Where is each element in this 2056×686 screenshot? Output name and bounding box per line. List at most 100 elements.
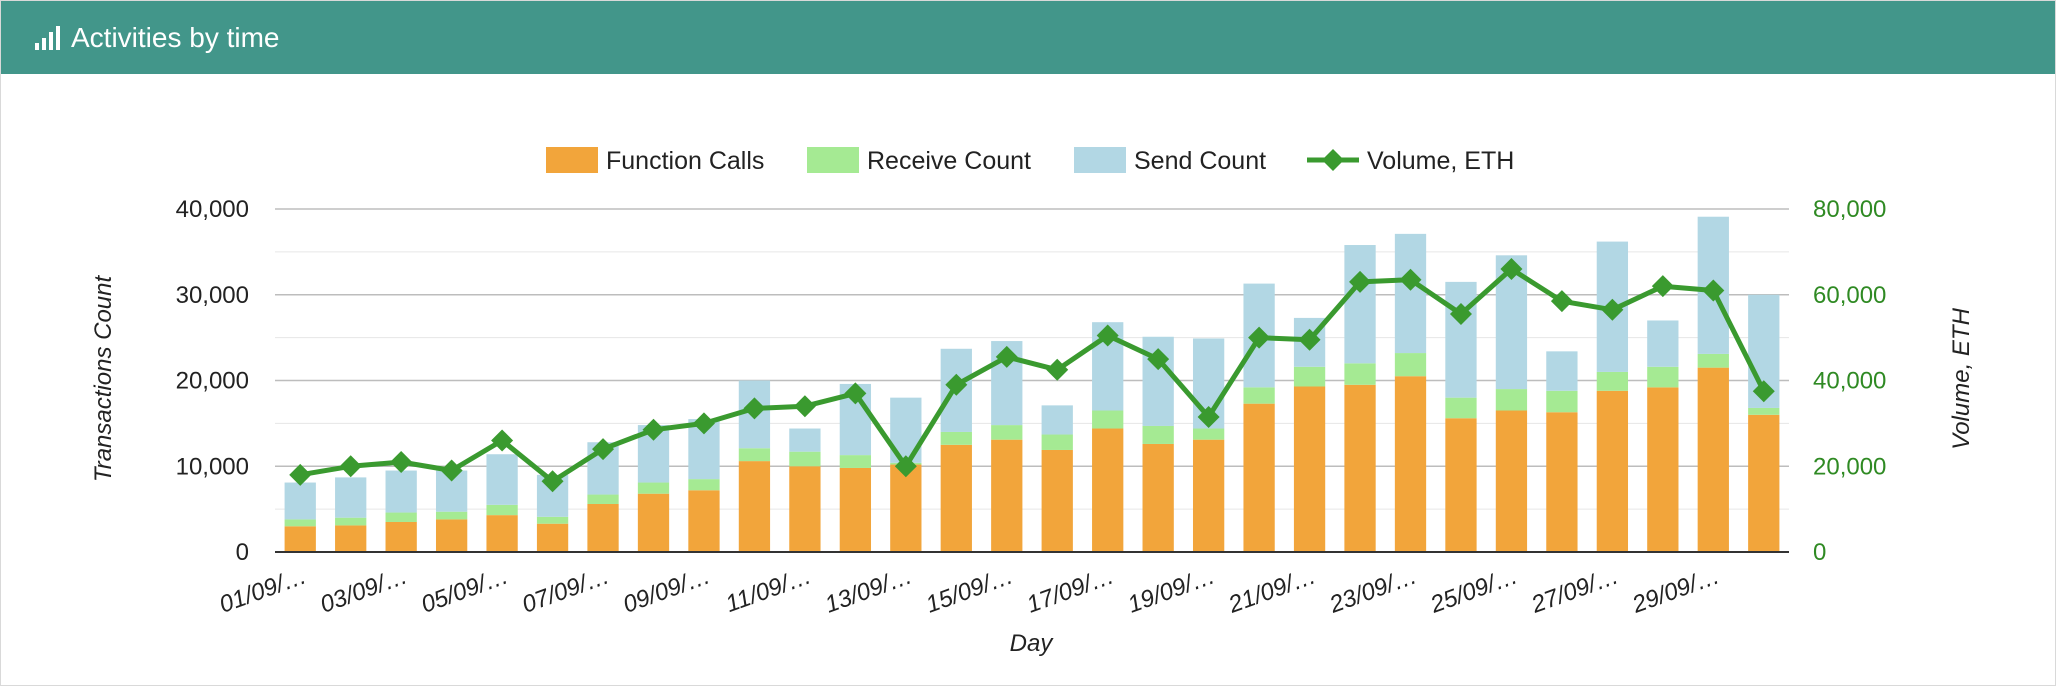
volume-point — [1096, 324, 1119, 347]
bar-send-count — [1647, 320, 1679, 367]
bar-receive-count — [789, 451, 821, 467]
volume-point — [1550, 290, 1573, 313]
bar-function-calls — [1546, 412, 1578, 552]
bar-receive-count — [688, 479, 720, 491]
volume-point — [1651, 275, 1674, 298]
bar-function-calls — [536, 523, 569, 552]
y2-tick-label: 20,000 — [1813, 453, 1886, 480]
legend-marker — [1322, 149, 1344, 171]
bar-receive-count — [1041, 434, 1073, 450]
bar-function-calls — [940, 444, 972, 552]
volume-point — [995, 345, 1018, 368]
bar-function-calls — [1344, 384, 1376, 552]
bar-send-count — [335, 477, 367, 518]
volume-point — [541, 470, 564, 493]
volume-point — [1399, 268, 1422, 291]
x-tick-label: 29/09/… — [1628, 562, 1723, 619]
x-tick-label: 11/09/… — [722, 562, 815, 618]
x-tick-label: 13/09/… — [821, 562, 915, 618]
x-tick-label: 05/09/… — [418, 562, 512, 618]
bar-receive-count — [1243, 387, 1275, 404]
volume-point — [642, 418, 665, 441]
bar-send-count — [486, 454, 518, 505]
volume-point — [1349, 270, 1372, 293]
legend-label: Function Calls — [606, 147, 764, 175]
volume-point — [1248, 326, 1271, 349]
legend-label: Receive Count — [867, 147, 1031, 175]
panel-title: Activities by time — [71, 21, 280, 53]
volume-line — [299, 266, 1767, 484]
bar-function-calls — [284, 526, 316, 552]
y2-tick-label: 0 — [1813, 539, 1826, 566]
bar-function-calls — [1394, 376, 1427, 552]
legend-label: Volume, ETH — [1367, 147, 1514, 175]
x-tick-label: 03/09/… — [317, 562, 411, 618]
bar-function-calls — [1092, 428, 1124, 552]
bar-send-count — [789, 428, 821, 452]
y2-tick-label: 80,000 — [1813, 196, 1886, 223]
axes: 0 10,000 20,000 30,000 40,000 0 20,000 40,000 60… — [176, 196, 1887, 619]
legend-swatch — [546, 147, 598, 173]
bar-function-calls — [1647, 387, 1679, 552]
line-series — [289, 258, 1775, 493]
bar-function-calls — [435, 519, 468, 552]
bar-receive-count — [1394, 353, 1427, 377]
volume-point — [390, 450, 413, 473]
bar-send-count — [1041, 405, 1073, 435]
bar-receive-count — [839, 455, 872, 468]
x-tick-label: 25/09/… — [1426, 562, 1521, 619]
x-tick-label: 23/09/… — [1325, 562, 1420, 619]
y-tick-label: 40,000 — [176, 196, 249, 223]
x-tick-label: 15/09/… — [922, 562, 1016, 618]
bar-receive-count — [1697, 353, 1729, 368]
volume-point — [1298, 328, 1321, 351]
volume-point — [440, 459, 463, 482]
y-tick-label: 10,000 — [176, 453, 249, 480]
bar-receive-count — [1495, 389, 1528, 411]
bar-receive-count — [1293, 366, 1326, 387]
volume-point — [844, 382, 867, 405]
volume-point — [289, 463, 312, 486]
volume-point — [1752, 380, 1775, 403]
y2-axis-title: Volume, ETH — [1948, 307, 1975, 449]
x-tick-label: 09/09/… — [620, 562, 714, 618]
bar-receive-count — [536, 516, 569, 524]
bar-receive-count — [1142, 425, 1174, 444]
bar-function-calls — [1041, 449, 1073, 552]
x-tick-label: 27/09/… — [1527, 562, 1622, 619]
volume-point — [945, 373, 968, 396]
volume-point — [1500, 258, 1523, 281]
bar-function-calls — [1495, 410, 1528, 552]
volume-point — [1449, 303, 1472, 326]
bar-send-count — [385, 470, 417, 513]
legend-swatch — [807, 147, 859, 173]
panel-header: Activities by time — [1, 1, 2055, 74]
bar-function-calls — [1142, 443, 1174, 552]
bar-function-calls — [1293, 386, 1326, 552]
bar-function-calls — [789, 466, 821, 552]
volume-point — [1702, 279, 1725, 302]
x-tick-label: 21/09/… — [1224, 562, 1319, 619]
bar-function-calls — [890, 464, 922, 552]
bar-receive-count — [738, 448, 771, 462]
bar-receive-count — [637, 482, 670, 494]
y2-tick-label: 60,000 — [1813, 282, 1886, 309]
x-axis-title: Day — [1010, 630, 1055, 657]
bar-function-calls — [1748, 414, 1780, 552]
bar-function-calls — [637, 493, 670, 552]
bar-receive-count — [587, 494, 619, 504]
bar-receive-count — [1748, 407, 1780, 415]
bar-receive-count — [1647, 366, 1679, 388]
bar-send-count — [1546, 351, 1578, 391]
bar-function-calls — [1697, 367, 1729, 552]
bar-function-calls — [839, 467, 872, 552]
bar-function-calls — [1445, 418, 1477, 552]
x-tick-label: 01/09/… — [216, 562, 310, 618]
bar-receive-count — [1344, 363, 1376, 385]
bar-chart-icon — [35, 25, 60, 50]
bar-receive-count — [1092, 410, 1124, 429]
x-tick-label: 17/09/… — [1023, 562, 1117, 618]
legend-label: Send Count — [1134, 147, 1266, 175]
volume-point — [1601, 298, 1624, 321]
y-axis-title: Transactions Count — [90, 275, 117, 483]
